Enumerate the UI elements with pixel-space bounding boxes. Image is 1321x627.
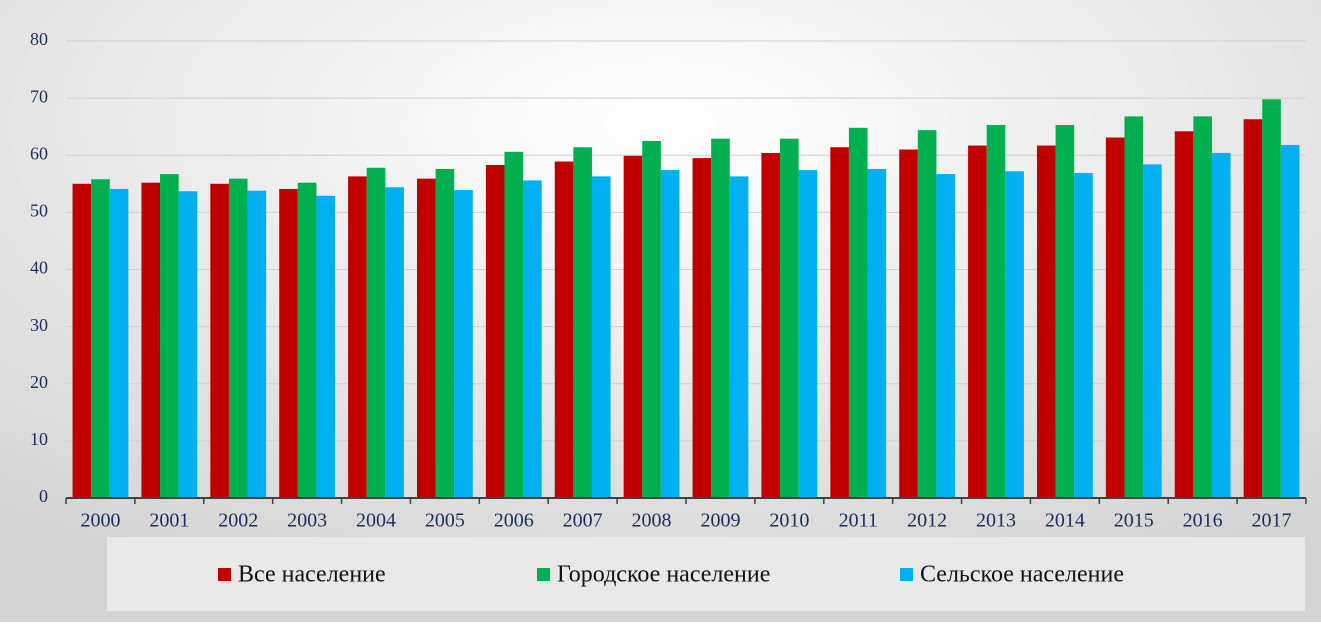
- legend-label: Сельское население: [920, 562, 1124, 588]
- x-tick-label: 2014: [1045, 510, 1085, 532]
- bar: [1005, 171, 1024, 498]
- bar: [554, 161, 574, 498]
- bar: [279, 188, 298, 499]
- x-tick-label: 2001: [149, 510, 189, 532]
- y-tick-label: 40: [30, 258, 48, 278]
- x-tick-label: 2015: [1114, 510, 1154, 532]
- bar: [416, 178, 436, 498]
- bar: [761, 152, 781, 498]
- x-tick-label: 2004: [356, 510, 396, 532]
- x-tick-label: 2017: [1252, 510, 1292, 532]
- y-tick-label: 10: [30, 429, 48, 449]
- legend-box: [107, 537, 1305, 611]
- y-tick-label: 80: [30, 29, 48, 49]
- x-tick-label: 2009: [700, 510, 740, 532]
- bar: [623, 155, 643, 499]
- bar: [141, 182, 161, 499]
- bar: [91, 179, 110, 498]
- bar: [485, 164, 505, 498]
- legend-swatch: [900, 568, 913, 581]
- bar: [968, 145, 987, 498]
- bar: [936, 174, 956, 498]
- bar: [830, 147, 849, 498]
- x-tick-label: 2012: [907, 510, 947, 532]
- bar: [1193, 116, 1212, 498]
- x-tick-label: 2006: [494, 510, 534, 532]
- bar: [1055, 124, 1075, 498]
- x-tick-label: 2005: [425, 510, 465, 532]
- bar: [228, 178, 248, 498]
- bar: [660, 170, 680, 499]
- bar: [435, 168, 455, 498]
- bar: [798, 170, 818, 499]
- bar: [1124, 116, 1144, 498]
- bar: [1174, 131, 1194, 498]
- bar: [692, 158, 712, 498]
- x-tick-label: 2016: [1183, 510, 1223, 532]
- bar: [1211, 152, 1231, 498]
- bar: [1036, 145, 1056, 498]
- x-tick-label: 2003: [287, 510, 327, 532]
- bar: [899, 149, 918, 498]
- bar: [1262, 99, 1281, 498]
- bar: [729, 176, 749, 499]
- y-tick-label: 30: [30, 315, 48, 335]
- x-tick-label: 2013: [976, 510, 1016, 532]
- x-tick-label: 2007: [563, 510, 603, 532]
- bar: [1074, 172, 1093, 499]
- bar: [780, 138, 799, 498]
- y-tick-label: 0: [39, 486, 48, 506]
- bar: [1243, 119, 1263, 498]
- bar: [366, 167, 386, 498]
- bar: [591, 176, 611, 499]
- y-tick-label: 50: [30, 201, 48, 221]
- bar: [573, 147, 592, 498]
- bar: [348, 176, 367, 499]
- bar: [210, 183, 229, 498]
- bar: [1105, 137, 1125, 498]
- x-tick-label: 2011: [839, 510, 878, 532]
- bar: [297, 182, 317, 499]
- legend-label: Все население: [238, 562, 386, 588]
- bar: [504, 151, 524, 498]
- x-tick-label: 2008: [632, 510, 672, 532]
- bar: [523, 180, 542, 498]
- y-tick-label: 60: [30, 143, 48, 163]
- legend-swatch: [537, 568, 550, 581]
- bar: [72, 183, 92, 498]
- bar: [1280, 144, 1300, 498]
- bar: [178, 191, 198, 498]
- bar: [454, 190, 473, 498]
- bar: [642, 140, 661, 498]
- bar: [848, 127, 868, 498]
- y-tick-label: 70: [30, 86, 48, 106]
- x-tick-label: 2010: [769, 510, 809, 532]
- y-tick-label: 20: [30, 372, 48, 392]
- bar: [160, 174, 179, 498]
- legend-swatch: [218, 568, 231, 581]
- x-tick-label: 2002: [218, 510, 258, 532]
- x-tick-label: 2000: [80, 510, 120, 532]
- legend-label: Городское население: [557, 562, 770, 588]
- bar: [109, 188, 129, 499]
- bar: [711, 138, 730, 498]
- bar: [1143, 164, 1162, 498]
- bar: [917, 130, 937, 499]
- bar: [316, 195, 336, 498]
- bar: [247, 190, 267, 499]
- bar: [867, 168, 887, 498]
- bar: [385, 187, 404, 499]
- bar: [986, 124, 1006, 498]
